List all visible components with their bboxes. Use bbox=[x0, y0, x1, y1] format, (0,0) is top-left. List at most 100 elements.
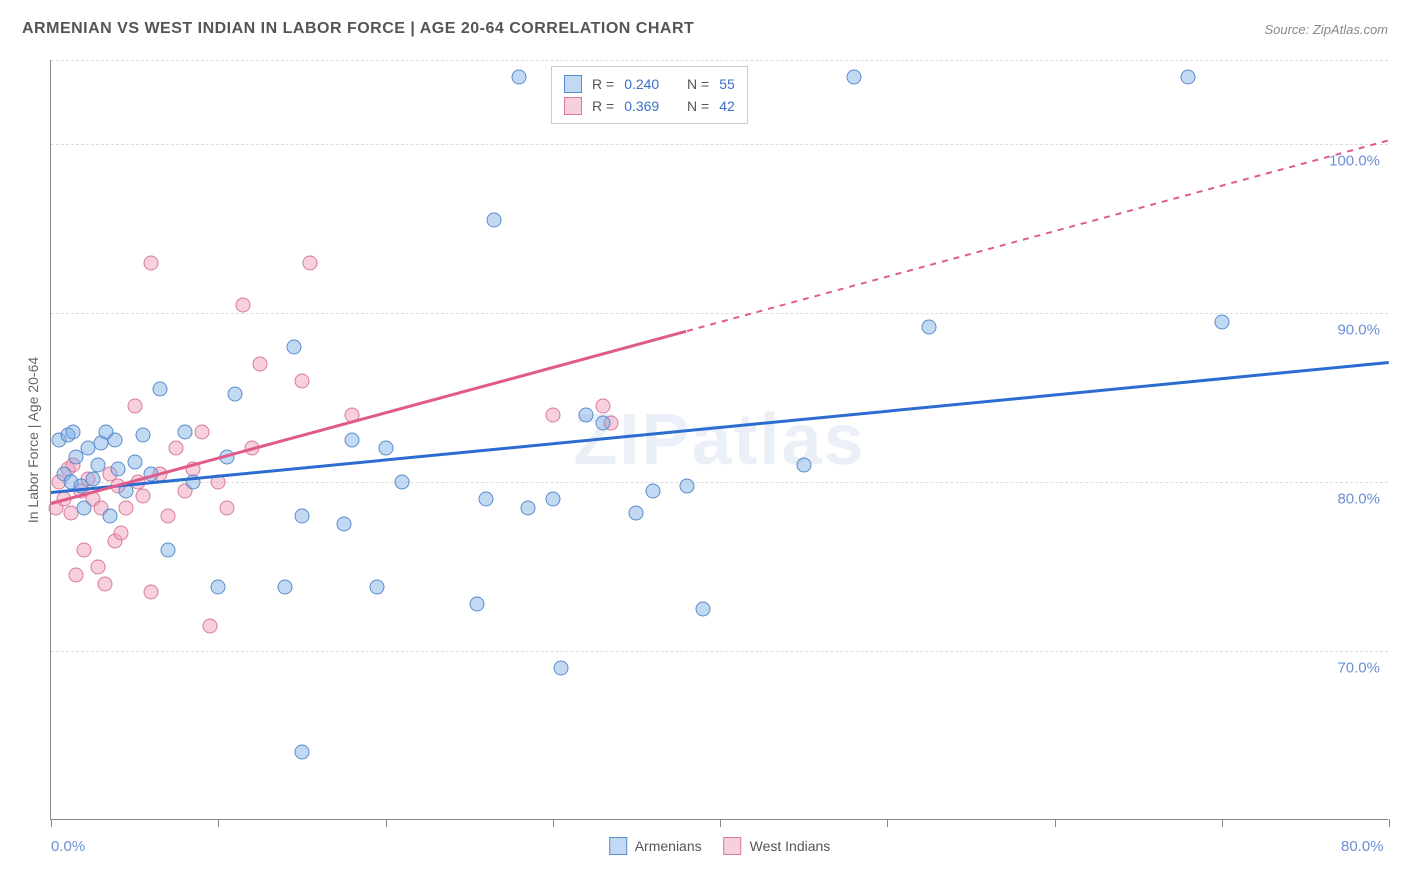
r-label: R = bbox=[592, 98, 614, 114]
r-value: 0.240 bbox=[624, 76, 659, 92]
scatter-point bbox=[679, 478, 694, 493]
scatter-point bbox=[595, 416, 610, 431]
legend-label: West Indians bbox=[750, 838, 831, 854]
x-tick bbox=[218, 819, 219, 827]
x-tick bbox=[386, 819, 387, 827]
scatter-point bbox=[219, 500, 234, 515]
scatter-point bbox=[1181, 69, 1196, 84]
scatter-point bbox=[294, 509, 309, 524]
grid-line bbox=[51, 60, 1388, 61]
grid-line bbox=[51, 313, 1388, 314]
scatter-point bbox=[114, 525, 129, 540]
scatter-point bbox=[253, 357, 268, 372]
scatter-point bbox=[395, 475, 410, 490]
scatter-point bbox=[161, 509, 176, 524]
scatter-point bbox=[345, 433, 360, 448]
scatter-point bbox=[144, 585, 159, 600]
scatter-point bbox=[107, 433, 122, 448]
scatter-point bbox=[227, 387, 242, 402]
x-tick bbox=[553, 819, 554, 827]
scatter-point bbox=[152, 382, 167, 397]
scatter-point bbox=[90, 559, 105, 574]
scatter-point bbox=[77, 500, 92, 515]
n-label: N = bbox=[687, 98, 709, 114]
n-label: N = bbox=[687, 76, 709, 92]
scatter-point bbox=[236, 297, 251, 312]
scatter-point bbox=[512, 69, 527, 84]
scatter-point bbox=[69, 568, 84, 583]
y-tick-label: 70.0% bbox=[1337, 660, 1380, 677]
x-tick bbox=[1055, 819, 1056, 827]
scatter-point bbox=[161, 542, 176, 557]
plot-area: ZIPatlas In Labor Force | Age 20-64 70.0… bbox=[50, 60, 1388, 820]
scatter-point bbox=[102, 509, 117, 524]
scatter-point bbox=[545, 407, 560, 422]
legend-item: West Indians bbox=[724, 837, 831, 855]
legend-item: Armenians bbox=[609, 837, 702, 855]
correlation-row: R =0.240 N =55 bbox=[564, 73, 735, 95]
trend-line bbox=[686, 139, 1389, 331]
scatter-point bbox=[211, 579, 226, 594]
n-value: 42 bbox=[719, 98, 735, 114]
scatter-point bbox=[470, 596, 485, 611]
legend-swatch bbox=[724, 837, 742, 855]
scatter-point bbox=[922, 319, 937, 334]
scatter-point bbox=[294, 373, 309, 388]
scatter-point bbox=[286, 340, 301, 355]
scatter-point bbox=[487, 213, 502, 228]
scatter-point bbox=[127, 399, 142, 414]
scatter-point bbox=[595, 399, 610, 414]
scatter-point bbox=[478, 492, 493, 507]
scatter-point bbox=[144, 255, 159, 270]
scatter-point bbox=[97, 576, 112, 591]
legend-swatch bbox=[564, 97, 582, 115]
correlation-row: R = 0.369 N = 42 bbox=[564, 95, 735, 117]
scatter-point bbox=[90, 458, 105, 473]
grid-line bbox=[51, 144, 1388, 145]
scatter-point bbox=[169, 441, 184, 456]
scatter-point bbox=[336, 517, 351, 532]
chart-title: ARMENIAN VS WEST INDIAN IN LABOR FORCE |… bbox=[22, 20, 694, 38]
watermark: ZIPatlas bbox=[573, 399, 865, 481]
x-tick-label: 0.0% bbox=[51, 838, 85, 855]
trend-line bbox=[51, 361, 1389, 494]
x-tick-label: 80.0% bbox=[1341, 838, 1384, 855]
scatter-point bbox=[378, 441, 393, 456]
chart-container: ARMENIAN VS WEST INDIAN IN LABOR FORCE |… bbox=[0, 0, 1406, 892]
scatter-point bbox=[85, 471, 100, 486]
y-tick-label: 100.0% bbox=[1329, 153, 1380, 170]
legend-label: Armenians bbox=[635, 838, 702, 854]
scatter-point bbox=[65, 424, 80, 439]
series-legend: Armenians West Indians bbox=[609, 837, 831, 855]
correlation-legend: R = 0.240 N = 55 R = 0.369 N = 42 bbox=[551, 66, 748, 124]
r-value: 0.369 bbox=[624, 98, 659, 114]
legend-swatch bbox=[564, 75, 582, 93]
scatter-point bbox=[278, 579, 293, 594]
source-attribution: Source: ZipAtlas.com bbox=[1264, 22, 1388, 37]
scatter-point bbox=[554, 661, 569, 676]
grid-line bbox=[51, 482, 1388, 483]
scatter-point bbox=[202, 618, 217, 633]
x-tick bbox=[720, 819, 721, 827]
x-tick bbox=[51, 819, 52, 827]
scatter-point bbox=[545, 492, 560, 507]
legend-swatch bbox=[609, 837, 627, 855]
scatter-point bbox=[77, 542, 92, 557]
y-tick-label: 80.0% bbox=[1337, 491, 1380, 508]
scatter-point bbox=[1214, 314, 1229, 329]
scatter-point bbox=[579, 407, 594, 422]
x-tick bbox=[887, 819, 888, 827]
scatter-point bbox=[135, 488, 150, 503]
scatter-point bbox=[135, 427, 150, 442]
scatter-point bbox=[110, 461, 125, 476]
x-tick bbox=[1389, 819, 1390, 827]
y-axis-title: In Labor Force | Age 20-64 bbox=[25, 356, 41, 522]
x-tick bbox=[1222, 819, 1223, 827]
scatter-point bbox=[294, 745, 309, 760]
scatter-point bbox=[127, 454, 142, 469]
scatter-point bbox=[303, 255, 318, 270]
scatter-point bbox=[370, 579, 385, 594]
n-value: 55 bbox=[719, 76, 735, 92]
scatter-point bbox=[796, 458, 811, 473]
scatter-point bbox=[846, 69, 861, 84]
